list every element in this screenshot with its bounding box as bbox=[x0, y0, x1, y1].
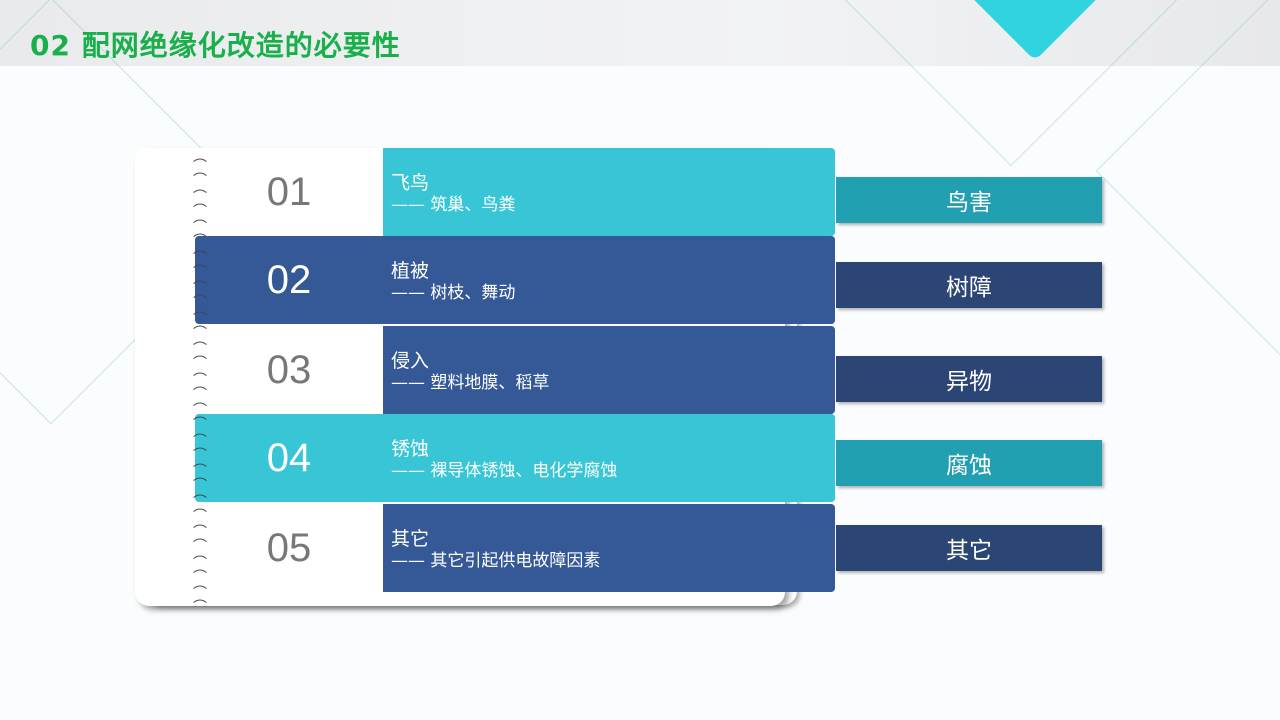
item-text: 飞鸟 —— 筑巢、鸟粪 bbox=[391, 172, 515, 216]
item-detail: —— 塑料地膜、稻草 bbox=[391, 373, 550, 393]
item-text: 侵入 —— 塑料地膜、稻草 bbox=[391, 350, 549, 394]
item-text: 植被 —— 树枝、舞动 bbox=[391, 260, 515, 304]
spiral-ring-icon: ⌒⌒ bbox=[191, 585, 207, 613]
item-fill bbox=[383, 326, 835, 414]
list-item: 02 植被 —— 树枝、舞动 bbox=[195, 236, 835, 324]
spiral-ring-icon: ⌒⌒ bbox=[191, 463, 207, 491]
spiral-ring-icon: ⌒⌒ bbox=[191, 310, 207, 339]
spiral-ring-icon: ⌒⌒ bbox=[191, 249, 207, 278]
item-detail: —— 其它引起供电故障因素 bbox=[391, 551, 601, 571]
item-fill bbox=[383, 148, 835, 236]
list-item: 01 飞鸟 —— 筑巢、鸟粪 bbox=[135, 148, 835, 236]
spiral-ring-icon: ⌒⌒ bbox=[191, 493, 207, 522]
item-heading: 植被 bbox=[391, 260, 430, 282]
item-detail: —— 筑巢、鸟粪 bbox=[391, 195, 516, 215]
item-number: 02 bbox=[266, 257, 312, 302]
item-heading: 其它 bbox=[391, 528, 430, 550]
item-heading: 锈蚀 bbox=[391, 438, 430, 460]
number-box bbox=[135, 504, 383, 592]
item-fill bbox=[383, 414, 835, 502]
category-tag: 树障 bbox=[836, 262, 1102, 308]
item-number: 04 bbox=[266, 435, 312, 480]
list-item: 03 侵入 —— 塑料地膜、稻草 bbox=[135, 326, 835, 414]
item-heading: 飞鸟 bbox=[391, 172, 430, 194]
spiral-ring-icon: ⌒⌒ bbox=[191, 402, 207, 430]
spiral-ring-icon: ⌒⌒ bbox=[191, 554, 207, 583]
spiral-ring-icon: ⌒⌒ bbox=[191, 341, 207, 369]
category-tag: 异物 bbox=[836, 356, 1102, 402]
item-number: 03 bbox=[266, 347, 312, 392]
spiral-ring-icon: ⌒⌒ bbox=[191, 188, 207, 217]
spiral-ring-icon: ⌒⌒ bbox=[191, 158, 207, 186]
spiral-ring-icon: ⌒⌒ bbox=[191, 524, 207, 552]
spiral-ring-icon: ⌒⌒ bbox=[191, 280, 207, 308]
spiral-ring-icon: ⌒⌒ bbox=[191, 219, 207, 247]
item-fill bbox=[383, 504, 835, 592]
item-text: 锈蚀 —— 裸导体锈蚀、电化学腐蚀 bbox=[391, 438, 617, 482]
item-heading: 侵入 bbox=[391, 350, 430, 372]
spiral-ring-icon: ⌒⌒ bbox=[191, 371, 207, 400]
item-detail: —— 树枝、舞动 bbox=[391, 283, 516, 303]
number-box bbox=[135, 326, 383, 414]
number-box bbox=[135, 148, 383, 236]
spiral-ring-icon: ⌒⌒ bbox=[191, 432, 207, 461]
category-tag: 鸟害 bbox=[836, 177, 1102, 223]
item-detail: —— 裸导体锈蚀、电化学腐蚀 bbox=[391, 461, 618, 481]
item-text: 其它 —— 其它引起供电故障因素 bbox=[391, 528, 600, 572]
category-tag: 腐蚀 bbox=[836, 440, 1102, 486]
item-number: 05 bbox=[266, 525, 312, 570]
page-title: 02 配网绝缘化改造的必要性 bbox=[30, 29, 401, 62]
category-tag: 其它 bbox=[836, 525, 1102, 571]
item-fill bbox=[383, 236, 835, 324]
item-number: 01 bbox=[266, 169, 312, 214]
list-item: 04 锈蚀 —— 裸导体锈蚀、电化学腐蚀 bbox=[195, 414, 835, 502]
list-item: 05 其它 —— 其它引起供电故障因素 bbox=[135, 504, 835, 592]
